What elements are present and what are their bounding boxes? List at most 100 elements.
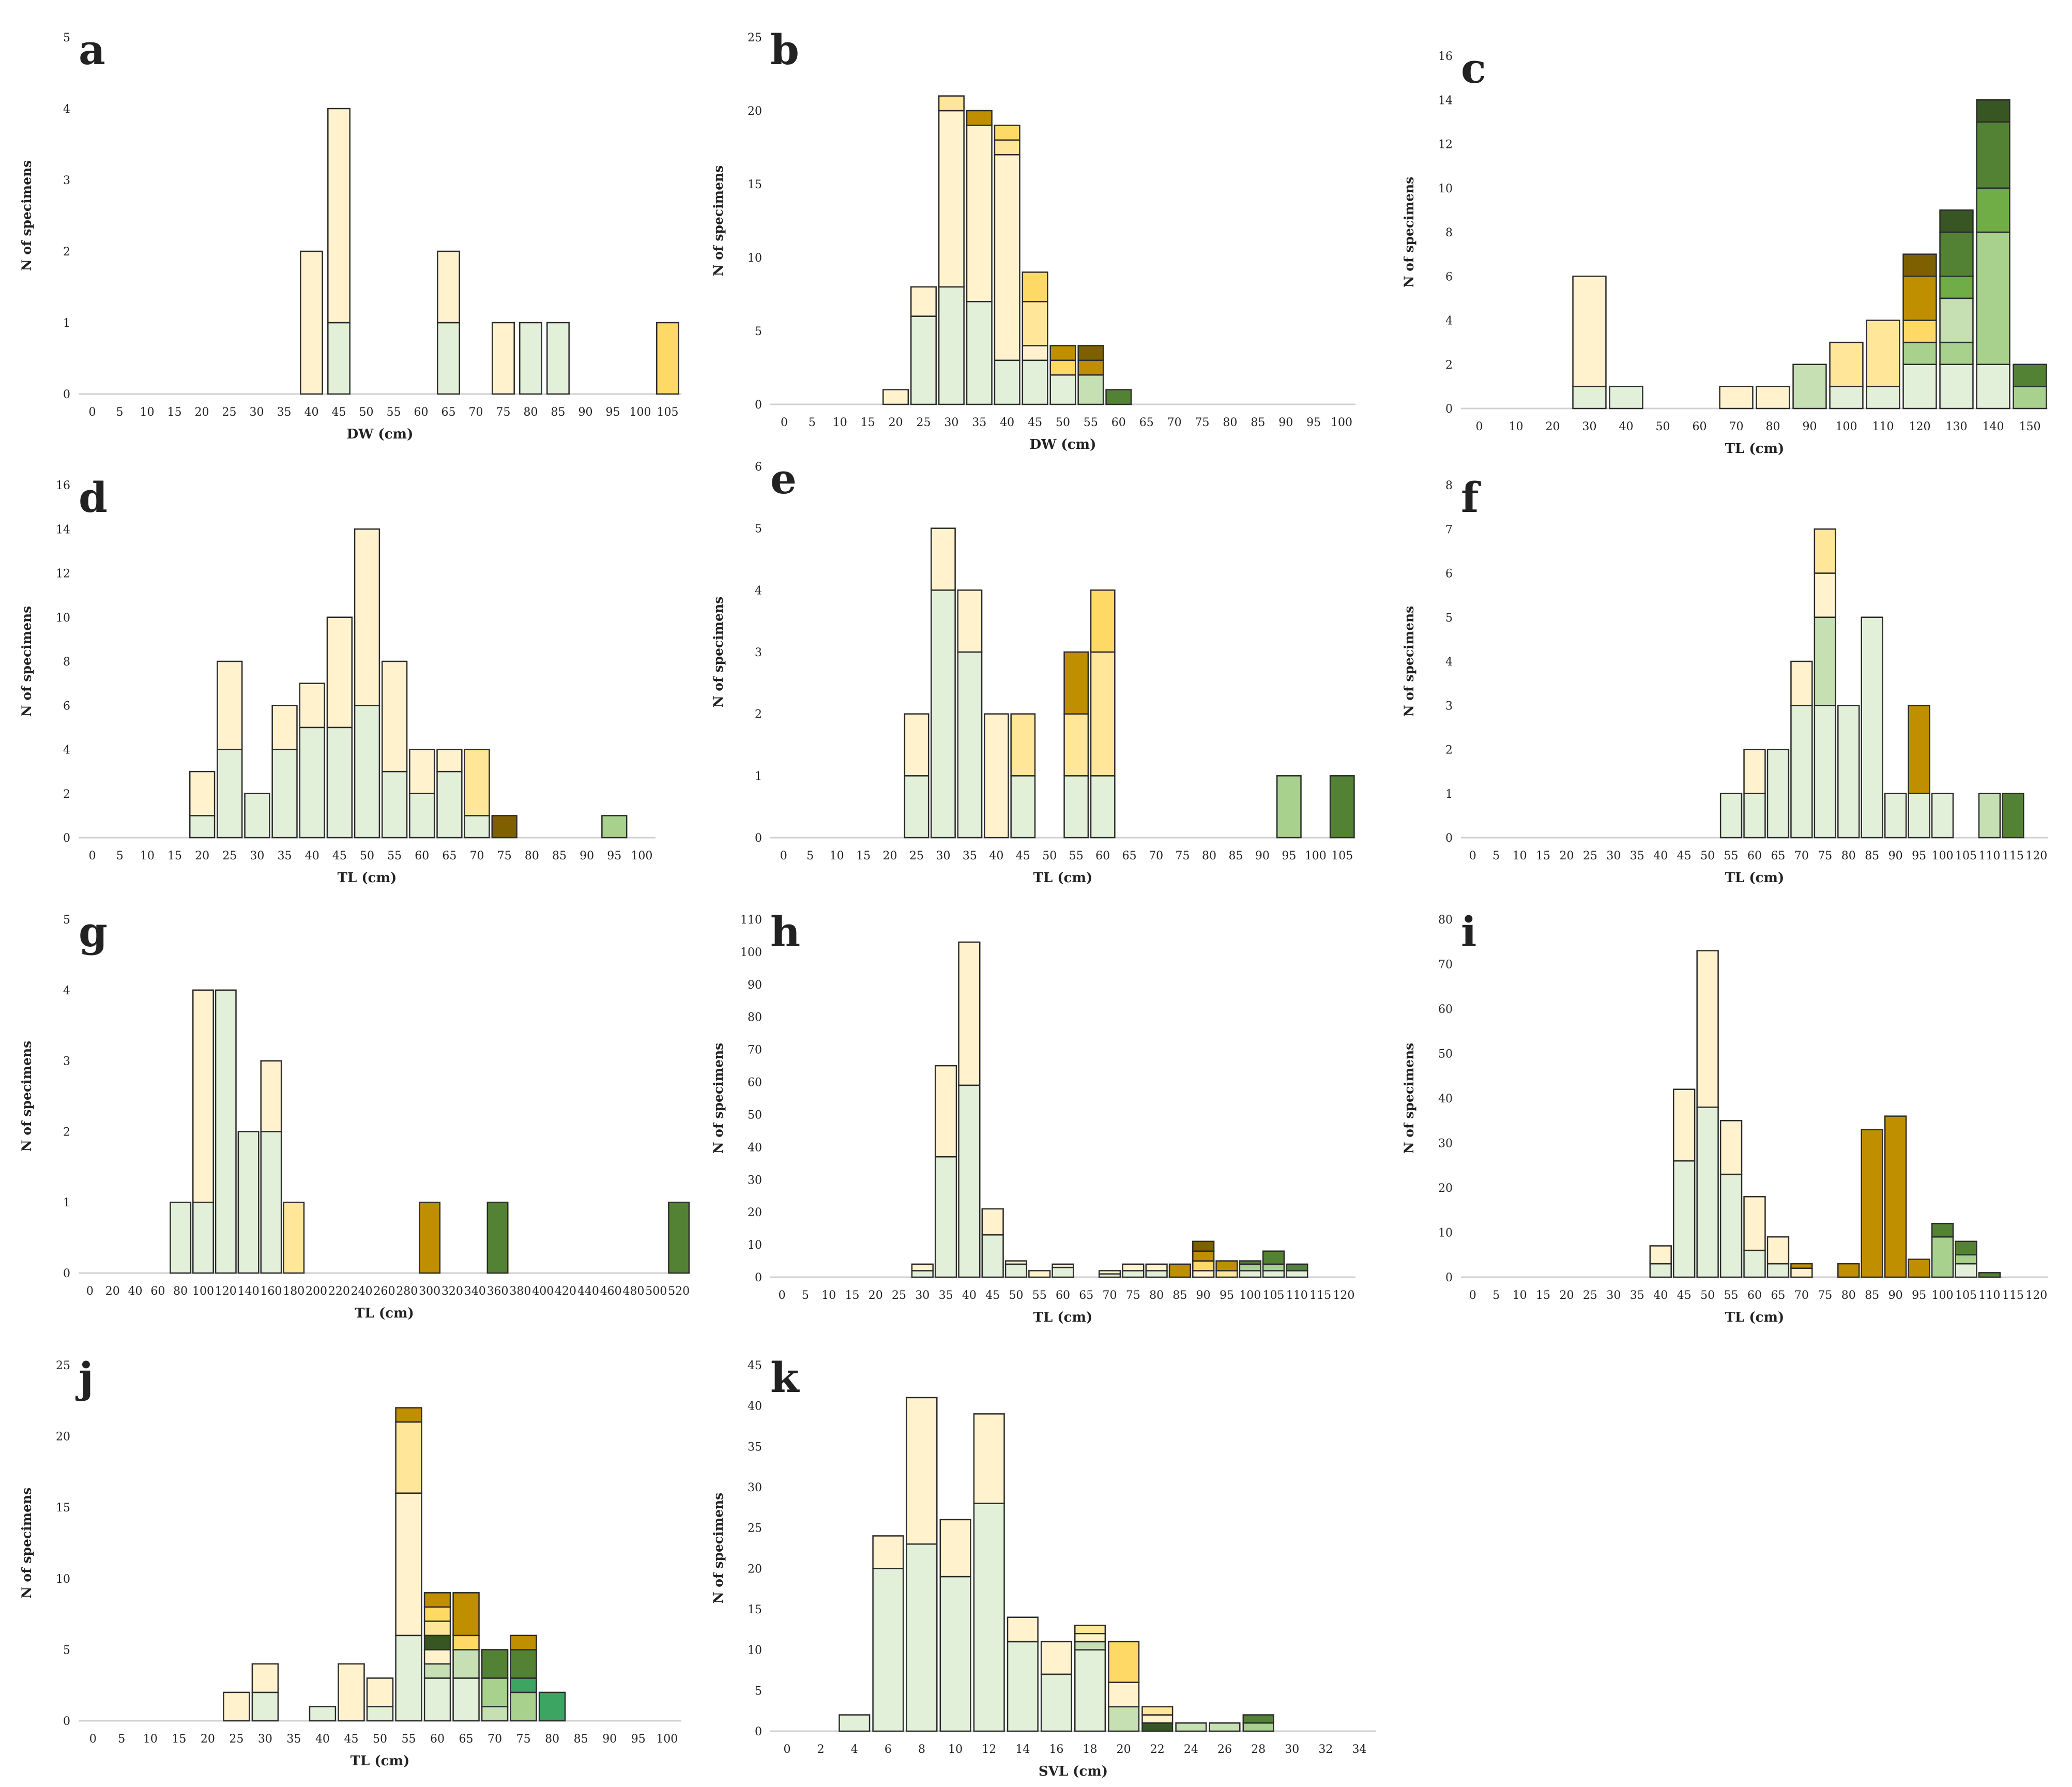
bar-segment	[668, 1201, 690, 1274]
bar-segment	[1931, 1222, 1954, 1238]
y-tick-label: 50	[748, 1109, 762, 1122]
histogram-bar	[283, 1201, 305, 1274]
bar-segment	[1719, 793, 1743, 839]
x-tick-label: 90	[602, 1733, 617, 1746]
bar-segment	[882, 389, 909, 405]
panel-i: i 0 10 20 30 40 50 60 70 80 0 5 10 15 20 25 30 35 40 45 50 55…	[1401, 907, 2048, 1325]
x-tick-label: 16	[1049, 1743, 1063, 1756]
bar-segment	[309, 1706, 337, 1722]
y-tick-label: 1	[755, 770, 762, 783]
histogram-bar	[1861, 1129, 1883, 1278]
x-tick-label: 0	[89, 406, 96, 419]
bar-segment	[244, 793, 270, 839]
x-axis-label: TL (cm)	[1725, 1310, 1785, 1325]
y-tick-label: 4	[755, 584, 762, 597]
x-tick-label: 85	[574, 1733, 588, 1746]
histogram-bar	[251, 1663, 279, 1722]
bar-segment	[326, 616, 353, 729]
y-tick-label: 0	[755, 1725, 762, 1738]
bar-segment	[260, 1060, 282, 1132]
histogram-bar	[1931, 1222, 1954, 1278]
x-tick-label: 32	[1318, 1743, 1333, 1756]
x-tick-label: 90	[580, 850, 594, 862]
bar-segment	[1329, 775, 1355, 839]
x-tick-label: 70	[1729, 420, 1744, 433]
bar-segment	[409, 793, 435, 839]
y-tick-label: 8	[63, 656, 70, 669]
x-tick-label: 520	[668, 1285, 690, 1298]
bar-segment	[1063, 775, 1089, 839]
x-tick-label: 70	[470, 850, 484, 862]
x-tick-label: 95	[1912, 1289, 1926, 1302]
y-tick-label: 5	[755, 1685, 762, 1698]
bar-segment	[1077, 359, 1104, 376]
bar-segment	[192, 989, 214, 1203]
histogram-bar	[354, 528, 380, 839]
bar-segment	[1939, 341, 1974, 365]
y-tick-label: 0	[1445, 403, 1453, 416]
histogram-bar	[309, 1706, 337, 1722]
panel-letter: a	[79, 25, 105, 74]
x-tick-label: 30	[1606, 1289, 1621, 1302]
bar-segment	[981, 1234, 1004, 1278]
x-tick-label: 70	[487, 1733, 502, 1746]
bar-segment	[1215, 1270, 1238, 1278]
y-tick-label: 4	[1445, 315, 1453, 328]
bar-segment	[1908, 705, 1930, 794]
histogram-bar	[1276, 775, 1302, 839]
y-tick-label: 60	[748, 1077, 762, 1089]
x-tick-label: 80	[1841, 1289, 1856, 1302]
x-tick-label: 5	[118, 1733, 125, 1746]
histogram-bar	[170, 1201, 192, 1274]
histogram-bar	[192, 989, 214, 1274]
y-tick-label: 4	[63, 103, 70, 116]
x-tick-label: 110	[1872, 420, 1894, 433]
x-tick-label: 0	[1469, 850, 1476, 862]
bar-segment	[1242, 1714, 1274, 1724]
x-tick-label: 30	[1285, 1743, 1299, 1756]
bar-segment	[299, 683, 325, 729]
x-tick-label: 35	[1630, 1289, 1644, 1302]
bar-segment	[1790, 1267, 1813, 1278]
x-tick-label: 10	[143, 1733, 158, 1746]
histogram-bar	[910, 286, 937, 405]
bar-segment	[1049, 359, 1076, 376]
x-tick-label: 120	[2025, 850, 2047, 862]
bar-segment	[1766, 1263, 1790, 1278]
histogram-bar	[1719, 386, 1754, 410]
histogram-bar	[1790, 660, 1813, 839]
bar-segment	[1866, 386, 1900, 410]
histogram-bar	[366, 1677, 394, 1722]
x-tick-label: 140	[238, 1285, 260, 1298]
x-tick-label: 15	[845, 1289, 859, 1302]
histogram-bar	[1262, 1250, 1285, 1278]
bar-segment	[1049, 374, 1076, 405]
y-axis-label: N of specimens	[711, 165, 726, 276]
x-tick-label: 25	[909, 850, 924, 862]
bar-segment	[452, 1592, 480, 1637]
x-tick-label: 70	[1149, 850, 1163, 862]
x-tick-label: 5	[809, 416, 816, 429]
bar-segment	[1837, 1263, 1860, 1278]
bar-segment	[1719, 1173, 1743, 1278]
x-tick-label: 35	[286, 1733, 301, 1746]
histogram-bar	[437, 250, 460, 395]
histogram-bar	[510, 1634, 537, 1722]
y-tick-label: 2	[63, 1126, 70, 1139]
x-tick-label: 45	[1028, 416, 1042, 429]
x-tick-label: 40	[1653, 1289, 1668, 1302]
x-tick-label: 40	[315, 1733, 330, 1746]
bar-segment	[1790, 1263, 1813, 1269]
y-tick-label: 40	[1438, 1093, 1453, 1105]
histogram-bar	[1792, 364, 1827, 410]
bar-segment	[1766, 749, 1790, 839]
bar-segment	[939, 1519, 971, 1578]
bar-segment	[1884, 1115, 1907, 1278]
y-axis-label: N of specimens	[711, 1043, 726, 1154]
histogram-bar	[481, 1649, 509, 1722]
y-tick-label: 0	[755, 399, 762, 412]
y-tick-label: 5	[755, 325, 762, 338]
bar-segment	[486, 1201, 509, 1274]
bar-segment	[872, 1568, 904, 1732]
y-axis-label: N of specimens	[711, 1493, 726, 1603]
